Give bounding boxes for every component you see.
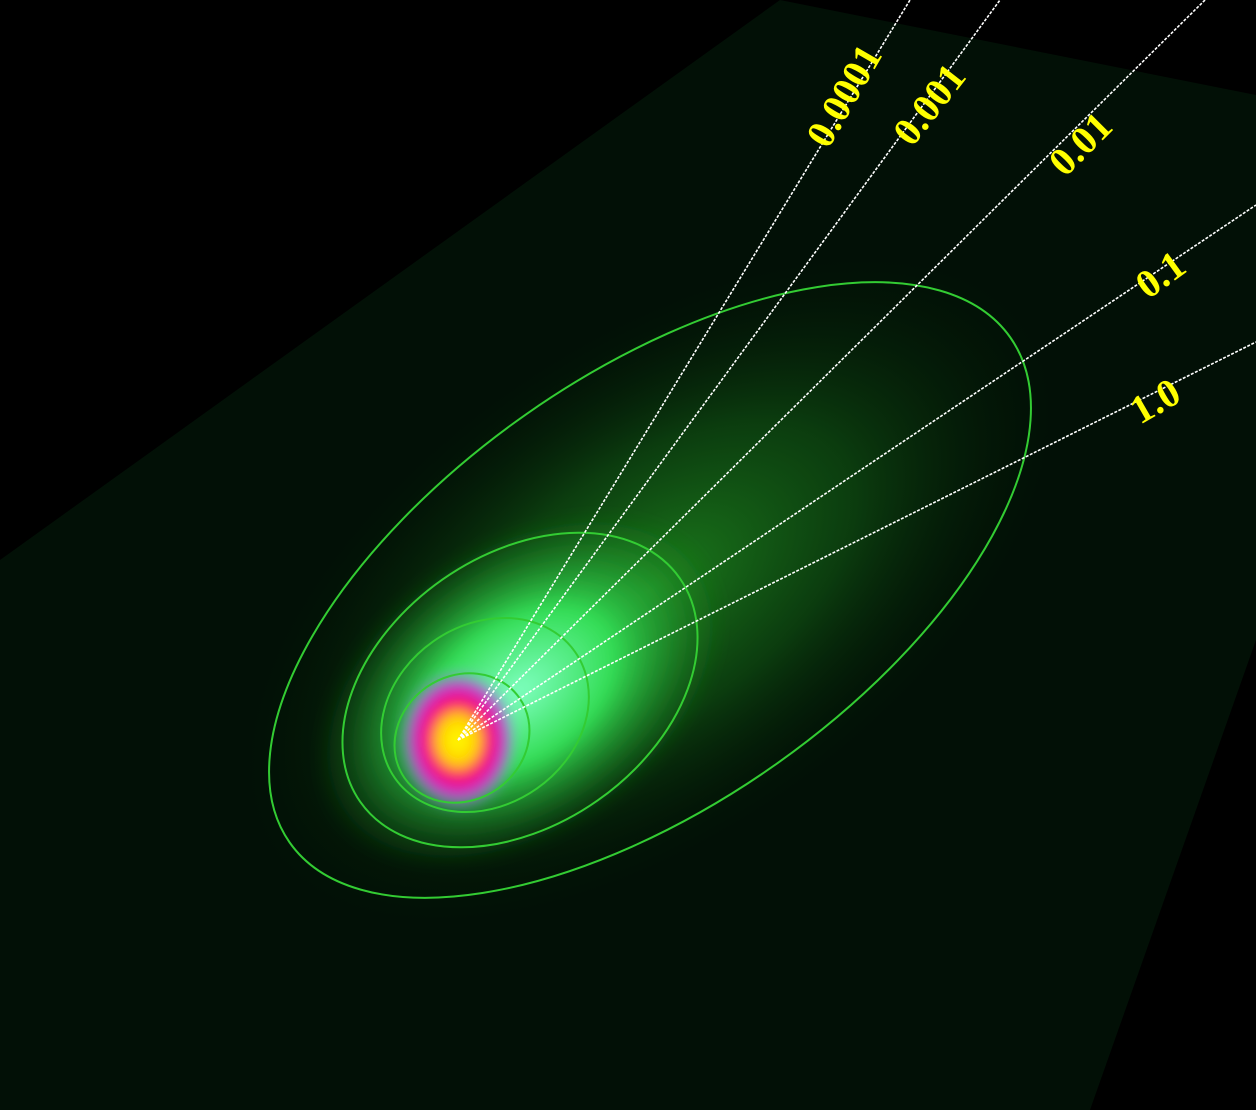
syndyne-line (457, 204, 1256, 741)
contour (341, 531, 699, 849)
syndyne-line (457, 0, 911, 741)
contour (393, 672, 531, 804)
syndyne-line (457, 341, 1256, 741)
contour (268, 281, 1032, 899)
contour (380, 616, 590, 814)
